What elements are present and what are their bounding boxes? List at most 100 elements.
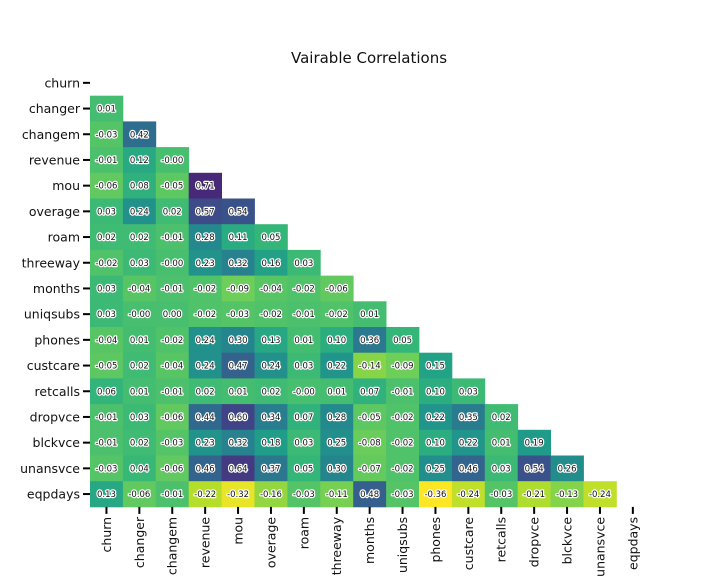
heatmap-cell [122, 352, 157, 379]
x-tick-label: changem [165, 517, 180, 575]
cell-value-label: 0.10 [426, 439, 445, 449]
heatmap-cell [451, 481, 486, 508]
cell-value-label: 0.01 [294, 336, 313, 346]
x-tick-label: changer [132, 516, 147, 568]
heatmap-cell [254, 455, 288, 482]
cell-value-label: -0.03 [490, 490, 512, 500]
heatmap-cell [188, 378, 222, 405]
cell-value-label: 0.13 [97, 490, 116, 500]
cell-value-label: 0.12 [130, 156, 149, 166]
cell-value-label: 0.25 [327, 439, 346, 449]
heatmap-cell [155, 172, 190, 199]
cell-value-label: -0.00 [128, 310, 150, 320]
cell-value-label: -0.04 [161, 362, 183, 372]
heatmap-cell [287, 327, 321, 354]
heatmap-cell [287, 352, 321, 379]
cell-value-label: 0.22 [327, 362, 346, 372]
cell-value-label: -0.00 [293, 387, 315, 397]
cell-value-label: 0.30 [327, 464, 346, 474]
cell-value-label: 0.10 [426, 387, 445, 397]
heatmap-cell [484, 455, 519, 482]
cell-value-label: 0.24 [196, 336, 215, 346]
heatmap-cell [254, 224, 288, 251]
heatmap-cell [90, 301, 124, 328]
heatmap-cell [419, 352, 453, 379]
heatmap-cell [517, 481, 551, 508]
cell-value-label: 0.06 [97, 387, 116, 397]
cell-value-label: 0.01 [229, 387, 248, 397]
cell-value-label: 0.32 [229, 439, 248, 449]
cell-value-label: 0.37 [261, 464, 280, 474]
x-axis: churn changer changem revenue mou overage roam… [99, 506, 640, 576]
cell-value-label: 0.03 [130, 259, 149, 269]
heatmap-cell [155, 429, 190, 456]
cell-value-label: 0.02 [163, 207, 182, 217]
heatmap-cell [221, 481, 255, 508]
cell-value-label: -0.01 [161, 284, 183, 294]
heatmap-cell [353, 455, 387, 482]
heatmap-cell [254, 249, 288, 276]
cell-value-label: -0.09 [227, 284, 249, 294]
heatmap-cell [188, 352, 222, 379]
x-tick-label: unansvce [592, 517, 607, 576]
cell-value-label: 0.25 [426, 464, 445, 474]
heatmap-cell [419, 455, 453, 482]
heatmap-cell [517, 429, 551, 456]
heatmap-cell [155, 404, 190, 431]
cell-value-label: 0.23 [196, 259, 215, 269]
heatmap-cell [122, 327, 157, 354]
heatmap-cell [188, 429, 222, 456]
heatmap-cell [386, 429, 420, 456]
x-tick-label: retcalls [494, 517, 509, 562]
cell-value-label: 0.13 [261, 336, 280, 346]
cell-value-label: 0.02 [130, 233, 149, 243]
x-tick-label: uniqsubs [395, 517, 410, 573]
cell-value-label: -0.13 [556, 490, 578, 500]
heatmap-cell [254, 429, 288, 456]
x-tick-label: months [362, 517, 377, 564]
heatmap-cell [254, 481, 288, 508]
heatmap-cell [155, 275, 190, 302]
y-tick-label: mou [52, 178, 80, 193]
cell-value-label: -0.02 [260, 310, 282, 320]
cell-value-label: -0.01 [95, 439, 117, 449]
cell-value-label: -0.03 [161, 439, 183, 449]
heatmap-cell [320, 327, 354, 354]
cell-value-label: 0.01 [130, 387, 149, 397]
heatmap-cell [419, 429, 453, 456]
heatmap-cell [221, 455, 255, 482]
cell-value-label: -0.02 [194, 284, 216, 294]
heatmap-cells: 0.01 -0.03 0.42 -0.01 0.12 -0.00 -0.06 0.08 -0.0… [90, 95, 617, 508]
heatmap-cell [188, 404, 222, 431]
x-tick-label: threeway [329, 516, 344, 575]
cell-value-label: -0.02 [293, 284, 315, 294]
cell-value-label: -0.01 [161, 233, 183, 243]
cell-value-label: -0.09 [392, 362, 414, 372]
heatmap-cell [122, 224, 157, 251]
cell-value-label: 0.28 [196, 233, 215, 243]
cell-value-label: -0.02 [161, 336, 183, 346]
cell-value-label: 0.10 [327, 336, 346, 346]
cell-value-label: 0.71 [196, 182, 215, 192]
cell-value-label: 0.01 [130, 336, 149, 346]
cell-value-label: 0.54 [525, 464, 544, 474]
heatmap-cell [419, 378, 453, 405]
cell-value-label: -0.05 [161, 182, 183, 192]
heatmap-cell [122, 147, 157, 174]
heatmap-cell [90, 352, 124, 379]
heatmap-cell [188, 224, 222, 251]
heatmap-cell [451, 455, 486, 482]
cell-value-label: -0.02 [95, 259, 117, 269]
cell-value-label: -0.01 [392, 387, 414, 397]
cell-value-label: -0.22 [194, 490, 216, 500]
heatmap-cell [122, 172, 157, 199]
heatmap-cell [353, 327, 387, 354]
heatmap-cell [254, 327, 288, 354]
cell-value-label: -0.02 [392, 413, 414, 423]
heatmap-cell [90, 327, 124, 354]
x-tick-label: overage [263, 517, 278, 568]
chart-title: Vairable Correlations [291, 49, 447, 67]
cell-value-label: -0.02 [392, 464, 414, 474]
heatmap-cell [419, 481, 453, 508]
heatmap-cell [90, 249, 124, 276]
